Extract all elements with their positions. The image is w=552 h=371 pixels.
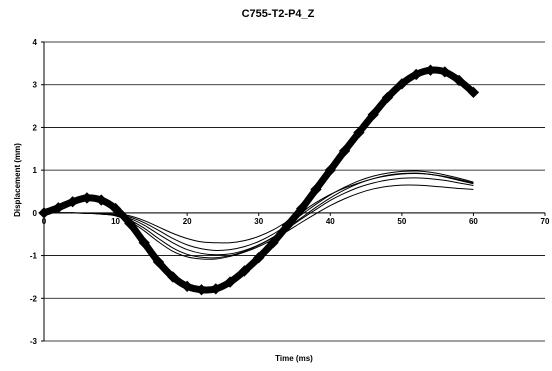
series-0-point-7 <box>138 237 150 249</box>
series-0-point-0 <box>38 207 50 219</box>
x-tick-label-5: 50 <box>397 217 406 226</box>
series-0-point-16 <box>267 237 279 249</box>
series-0-point-14 <box>238 265 251 277</box>
y-tick-label-6: -2 <box>30 294 38 303</box>
y-tick-label-0: 4 <box>33 38 38 47</box>
y-tick-label-2: 2 <box>33 123 38 132</box>
x-tick-label-7: 70 <box>541 217 550 226</box>
series-0-point-18 <box>296 202 308 215</box>
series-0-point-11 <box>195 284 208 296</box>
y-tick-label-1: 3 <box>33 81 38 90</box>
series-0-point-12 <box>210 283 222 295</box>
series-5-line <box>44 184 474 260</box>
x-tick-label-3: 30 <box>254 217 263 226</box>
series-0-point-10 <box>181 280 193 292</box>
y-axis-label: Displacement (mm) <box>13 143 22 217</box>
series-0-point-9 <box>167 271 179 283</box>
series-0-point-22 <box>353 126 365 139</box>
x-tick-label-0: 0 <box>42 217 47 226</box>
x-tick-label-6: 60 <box>469 217 478 226</box>
x-axis-label: Time (ms) <box>275 354 313 363</box>
series-0-point-17 <box>281 220 293 232</box>
y-tick-label-4: 0 <box>33 209 38 218</box>
series-0-point-15 <box>253 252 265 264</box>
series-0-point-1 <box>52 202 64 214</box>
series-0-point-13 <box>224 276 236 288</box>
series-layer <box>38 64 480 296</box>
x-tick-label-1: 10 <box>111 217 120 226</box>
y-tick-label-7: -3 <box>30 337 38 346</box>
x-tick-label-4: 40 <box>326 217 335 226</box>
y-tick-label-3: 1 <box>33 166 38 175</box>
series-0-point-19 <box>310 183 322 196</box>
y-tick-label-5: -1 <box>30 252 38 261</box>
series-0-point-8 <box>152 256 165 268</box>
x-tick-label-2: 20 <box>183 217 192 226</box>
series-0 <box>38 64 480 296</box>
series-0-point-20 <box>324 164 336 176</box>
series-5 <box>44 184 474 260</box>
series-0-point-21 <box>338 145 351 157</box>
chart-title: C755-T2-P4_Z <box>242 8 315 20</box>
